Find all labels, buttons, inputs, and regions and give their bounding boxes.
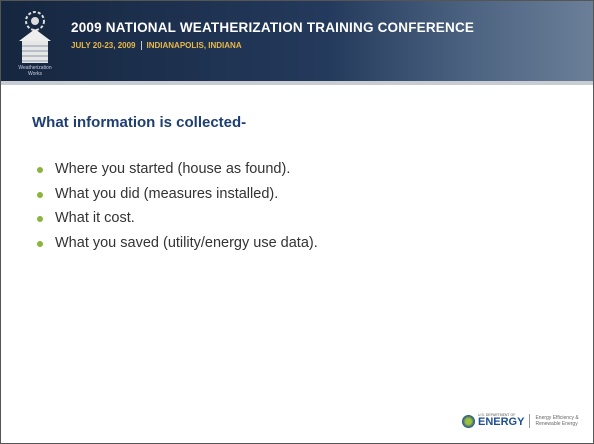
footer-logo: U.S. DEPARTMENT OF ENERGY Energy Efficie… <box>462 412 581 430</box>
agency: ENERGY <box>478 417 524 428</box>
doe-seal <box>462 415 475 428</box>
conference-title: 2009 NATIONAL WEATHERIZATION TRAINING CO… <box>71 20 474 35</box>
agency-block: U.S. DEPARTMENT OF ENERGY <box>478 414 524 429</box>
bullet: Where you started (house as found). <box>37 161 318 186</box>
location: INDIANAPOLIS, INDIANA <box>147 41 242 50</box>
header-rule <box>1 81 593 85</box>
bullet: What you did (measures installed). <box>37 186 318 211</box>
header-band: Weatherization Works 2009 NATIONAL WEATH… <box>1 1 593 81</box>
bullet: What it cost. <box>37 210 318 235</box>
bullet: What you saved (utility/energy use data)… <box>37 235 318 260</box>
logo-text: Weatherization Works <box>11 65 59 77</box>
slide-heading: What information is collected- <box>32 114 246 131</box>
office: Energy Efficiency & Renewable Energy <box>535 415 581 427</box>
separator <box>141 41 142 50</box>
slide: Weatherization Works 2009 NATIONAL WEATH… <box>0 0 594 444</box>
dates: JULY 20-23, 2009 <box>71 41 136 50</box>
conference-subtitle: JULY 20-23, 2009 INDIANAPOLIS, INDIANA <box>71 41 242 50</box>
separator <box>529 414 530 428</box>
bullet-list: Where you started (house as found).What … <box>37 161 318 259</box>
